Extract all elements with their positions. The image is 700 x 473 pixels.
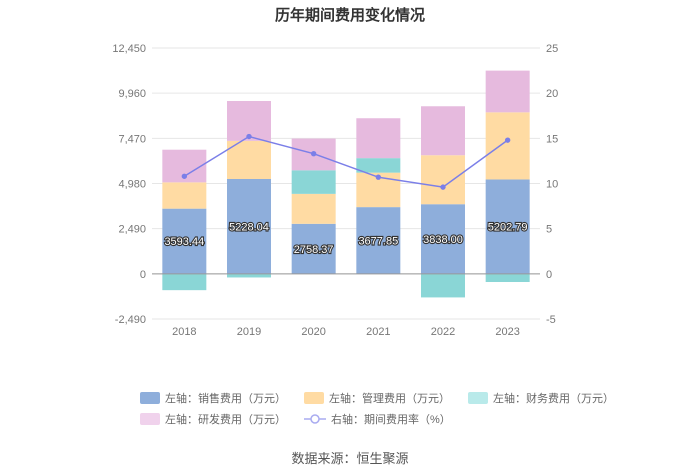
legend-label-sales: 左轴：销售费用（万元） <box>165 393 286 405</box>
rate-point <box>440 184 446 190</box>
legend-item-rnd[interactable]: 左轴：研发费用（万元） <box>140 411 286 427</box>
legend-swatch-sales <box>140 392 160 404</box>
right-axis-tick-label: 0 <box>546 269 552 281</box>
bar-segment <box>162 208 207 274</box>
data-label: 5202.79 <box>488 222 528 234</box>
right-axis-tick-label: 20 <box>546 88 558 100</box>
x-axis-tick-label: 2020 <box>301 326 325 338</box>
bar-segment <box>162 182 207 209</box>
data-label: 3593.44 <box>164 236 204 248</box>
bar-segment <box>356 207 401 274</box>
legend-swatch-rnd <box>140 413 160 425</box>
legend-label-finance: 左轴：财务费用（万元） <box>493 393 614 405</box>
right-axis-tick-label: -5 <box>546 314 556 326</box>
right-axis-tick-label: 15 <box>546 133 558 145</box>
legend-label-admin: 左轴：管理费用（万元） <box>329 393 450 405</box>
x-axis-tick-label: 2021 <box>366 326 390 338</box>
rate-point <box>310 150 317 157</box>
left-axis-tick-label: 0 <box>140 269 146 281</box>
data-label: 2758.37 <box>294 244 334 256</box>
left-axis-tick-label: 12,450 <box>112 43 146 55</box>
bar-segment <box>291 170 336 194</box>
bar-segment <box>485 70 530 113</box>
left-axis-tick-label: 4,980 <box>118 179 146 191</box>
right-axis-tick-label: 25 <box>546 43 558 55</box>
legend-item-finance[interactable]: 左轴：财务费用（万元） <box>468 390 614 406</box>
right-axis-tick-label: 10 <box>546 179 558 191</box>
bar-segment <box>421 273 465 298</box>
left-axis-tick-label: 9,960 <box>118 88 146 100</box>
bar-segment <box>421 155 465 205</box>
rate-point <box>375 174 382 180</box>
legend-swatch-admin <box>304 392 324 404</box>
legend-label-rate: 右轴：期间费用率（%） <box>331 414 451 426</box>
bar-segment <box>291 223 336 274</box>
x-axis-tick-label: 2019 <box>237 326 261 338</box>
x-axis-tick-label: 2018 <box>172 326 196 338</box>
x-axis-tick-label: 2023 <box>495 326 519 338</box>
bar-segment <box>421 106 465 156</box>
left-axis-tick-label: 2,490 <box>118 224 146 236</box>
bar-segment <box>291 193 336 224</box>
left-axis-tick-label: -2,490 <box>115 314 146 326</box>
legend: 左轴：销售费用（万元） 左轴：管理费用（万元） 左轴：财务费用（万元） 左轴：研… <box>140 388 614 430</box>
rate-point <box>181 173 188 179</box>
data-label: 3838.00 <box>423 234 463 246</box>
data-source: 数据来源：恒生聚源 <box>291 451 409 466</box>
bar-segment <box>162 273 207 291</box>
legend-swatch-finance <box>468 392 488 404</box>
bar-segment <box>421 204 465 274</box>
bar-segment <box>356 158 401 173</box>
rate-point <box>504 137 511 143</box>
bar-segment <box>356 118 401 159</box>
legend-item-sales[interactable]: 左轴：销售费用（万元） <box>140 390 286 406</box>
rate-line <box>183 135 509 188</box>
data-label: 3677.85 <box>358 235 398 247</box>
right-axis-tick-label: 5 <box>546 224 552 236</box>
bar-segment <box>485 112 530 180</box>
legend-item-rate[interactable]: 右轴：期间费用率（%） <box>304 411 451 427</box>
chart-title: 历年期间费用变化情况 <box>274 7 425 24</box>
bar-segment <box>485 179 530 274</box>
bar-segment <box>227 140 271 180</box>
bar-segment <box>485 273 530 282</box>
legend-label-rnd: 左轴：研发费用（万元） <box>165 414 286 426</box>
left-axis-tick-label: 7,470 <box>118 133 146 145</box>
legend-swatch-rate <box>304 414 326 424</box>
chart-canvas: 12,450 9,960 7,470 4,980 2,490 0 -2,490 25 20 15 1… <box>112 43 558 338</box>
rate-point <box>246 133 252 140</box>
bar-segment <box>227 273 271 278</box>
x-axis-tick-label: 2022 <box>431 326 455 338</box>
bar-segment <box>227 179 271 274</box>
data-label: 5228.04 <box>229 221 269 233</box>
legend-item-admin[interactable]: 左轴：管理费用（万元） <box>304 390 450 406</box>
